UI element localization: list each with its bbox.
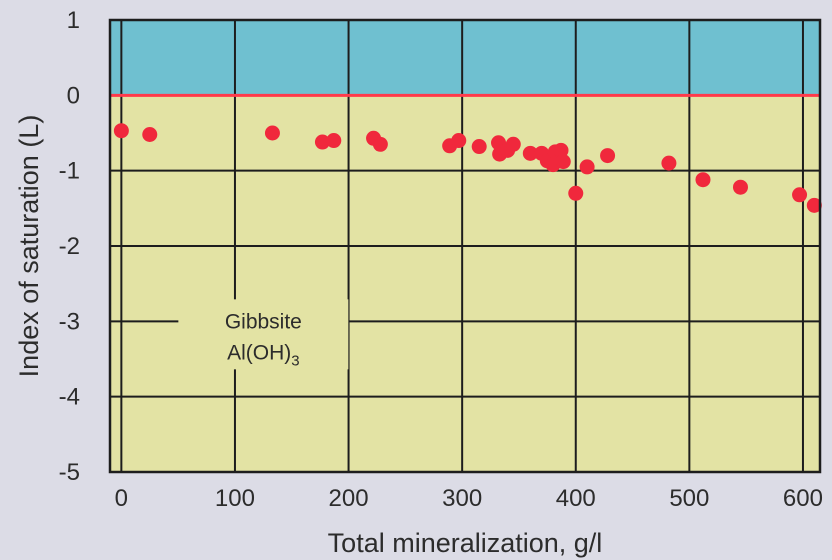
y-tick-label--4: -4 [59, 384, 80, 411]
annotation-group: Gibbsite Al(OH)3 [178, 299, 349, 370]
data-point-0-14 [522, 145, 538, 161]
annotation-formula: Al(OH)3 [227, 341, 300, 369]
plot-frame [108, 18, 822, 474]
y-tick-label--1: -1 [59, 158, 80, 185]
x-tick-label-200: 200 [329, 485, 369, 512]
y-tick-labels: 1 0 -1 -2 -3 -4 -5 [59, 7, 80, 486]
x-tick-label-400: 400 [556, 485, 596, 512]
data-point-0-21 [568, 185, 584, 201]
data-point-0-4 [326, 133, 342, 149]
data-point-0-2 [264, 125, 280, 141]
y-tick-label--5: -5 [59, 459, 80, 486]
y-tick-label-1: 1 [67, 7, 80, 34]
annotation-background [178, 299, 349, 370]
data-point-0-1 [142, 127, 158, 143]
data-point-0-13 [505, 136, 521, 152]
data-point-0-24 [661, 155, 677, 171]
annotation-formula-subscript: 3 [291, 352, 299, 369]
data-point-0-20 [555, 154, 571, 170]
data-point-0-6 [372, 136, 388, 152]
data-point-0-25 [695, 172, 711, 188]
annotation-mineral-name: Gibbsite [225, 310, 302, 333]
x-tick-label-300: 300 [442, 485, 482, 512]
x-axis-title: Total mineralization, g/l [328, 528, 603, 558]
x-tick-labels: 0 100 200 300 400 500 600 [115, 485, 823, 512]
x-tick-label-100: 100 [215, 485, 255, 512]
data-point-0-9 [471, 139, 487, 155]
data-point-0-3 [314, 134, 330, 150]
data-point-0-18 [553, 142, 569, 158]
region-supersaturated [110, 20, 820, 96]
data-point-0-23 [600, 148, 616, 164]
region-undersaturated [110, 95, 820, 472]
x-tick-label-600: 600 [783, 485, 823, 512]
y-axis-title: Index of saturation (L) [14, 115, 44, 378]
y-tick-label--3: -3 [59, 308, 80, 335]
y-tick-label-0: 0 [67, 82, 80, 109]
x-tick-label-0: 0 [115, 485, 128, 512]
data-point-0-28 [806, 197, 822, 213]
annotation-formula-base: Al(OH) [227, 341, 291, 364]
data-point-0-22 [579, 159, 595, 175]
data-point-0-0 [113, 123, 129, 139]
y-tick-label--2: -2 [59, 233, 80, 260]
x-tick-label-500: 500 [669, 485, 709, 512]
data-point-0-26 [732, 179, 748, 195]
data-point-0-27 [792, 187, 808, 203]
data-points [113, 123, 822, 213]
plot-background [110, 20, 820, 472]
data-point-0-8 [451, 133, 467, 149]
plot-border [108, 18, 822, 474]
